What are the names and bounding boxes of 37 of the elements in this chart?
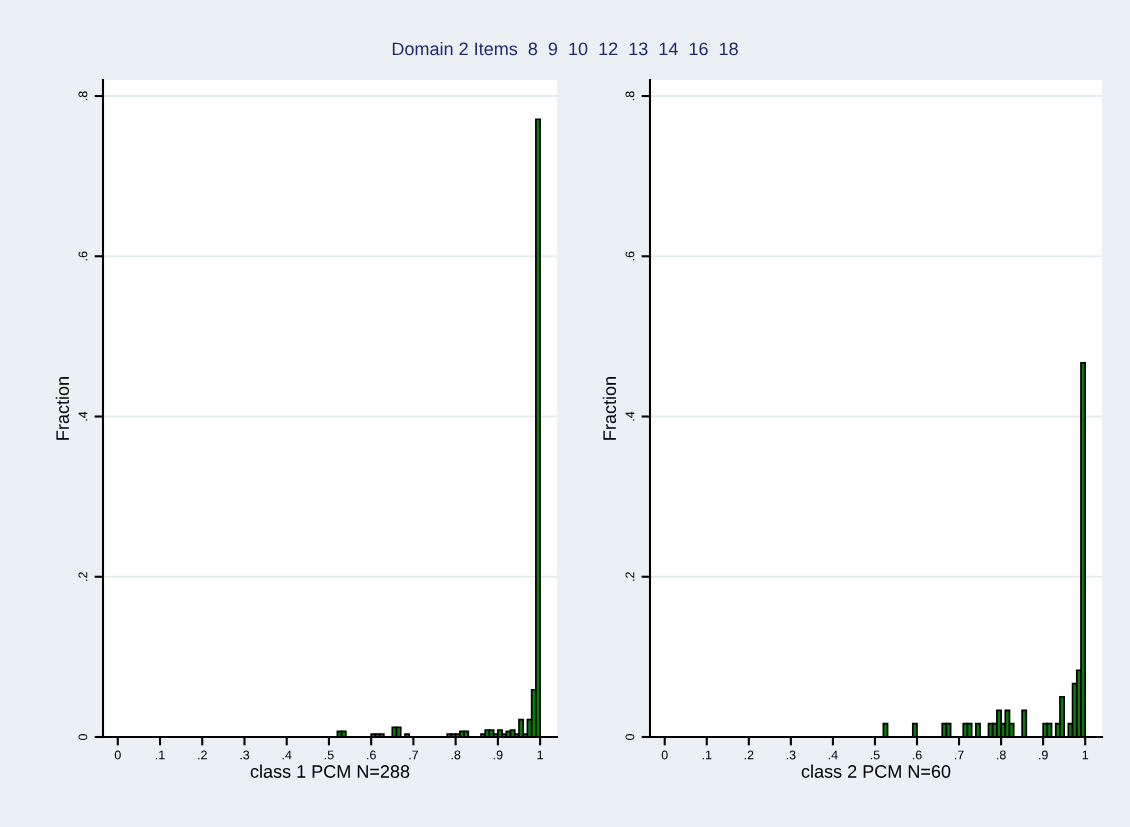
- x-tick-label: .8: [997, 750, 1006, 760]
- x-tick-label: .5: [870, 750, 880, 760]
- x-tick-label: .5: [324, 750, 334, 760]
- y-tick-label: .6: [625, 251, 635, 261]
- x-tick-label: .6: [912, 750, 922, 760]
- y-tick-label: 0: [78, 734, 88, 740]
- y-axis-title: Fraction: [602, 377, 617, 440]
- y-tick-label: .2: [625, 572, 635, 581]
- x-tick-label: .2: [744, 750, 754, 760]
- x-tick-label: .8: [451, 750, 461, 760]
- x-tick-label: .3: [240, 750, 250, 760]
- y-tick-label: 0: [625, 734, 635, 740]
- x-tick-label: .9: [493, 750, 503, 760]
- x-tick-label: 1: [537, 750, 543, 760]
- x-tick-label: 0: [114, 750, 121, 760]
- x-tick-label: .1: [155, 750, 165, 760]
- x-tick-label: .4: [828, 750, 838, 760]
- x-tick-label: .7: [409, 750, 418, 760]
- x-tick-label: .9: [1039, 750, 1048, 760]
- x-tick-label: .4: [282, 750, 292, 760]
- x-tick-label: .1: [702, 750, 712, 760]
- y-axis-title: Fraction: [55, 377, 70, 440]
- y-tick-label: .4: [78, 411, 88, 421]
- x-axis-title: class 1 PCM N=288: [250, 764, 410, 778]
- chart-title: Domain 2 Items 8 9 10 12 13 14 16 18: [392, 42, 738, 56]
- x-tick-label: 1: [1082, 750, 1089, 760]
- x-axis-title: class 2 PCM N=60: [801, 764, 951, 778]
- x-tick-label: .3: [786, 750, 796, 760]
- x-tick-label: .2: [198, 750, 207, 760]
- y-tick-label: .4: [625, 411, 635, 421]
- x-tick-label: .6: [367, 750, 376, 760]
- y-tick-label: .8: [78, 91, 88, 101]
- y-tick-label: .2: [78, 572, 88, 581]
- y-tick-label: .8: [625, 91, 635, 101]
- x-tick-label: 0: [661, 750, 668, 760]
- y-tick-label: .6: [78, 251, 88, 261]
- x-tick-label: .7: [954, 750, 964, 760]
